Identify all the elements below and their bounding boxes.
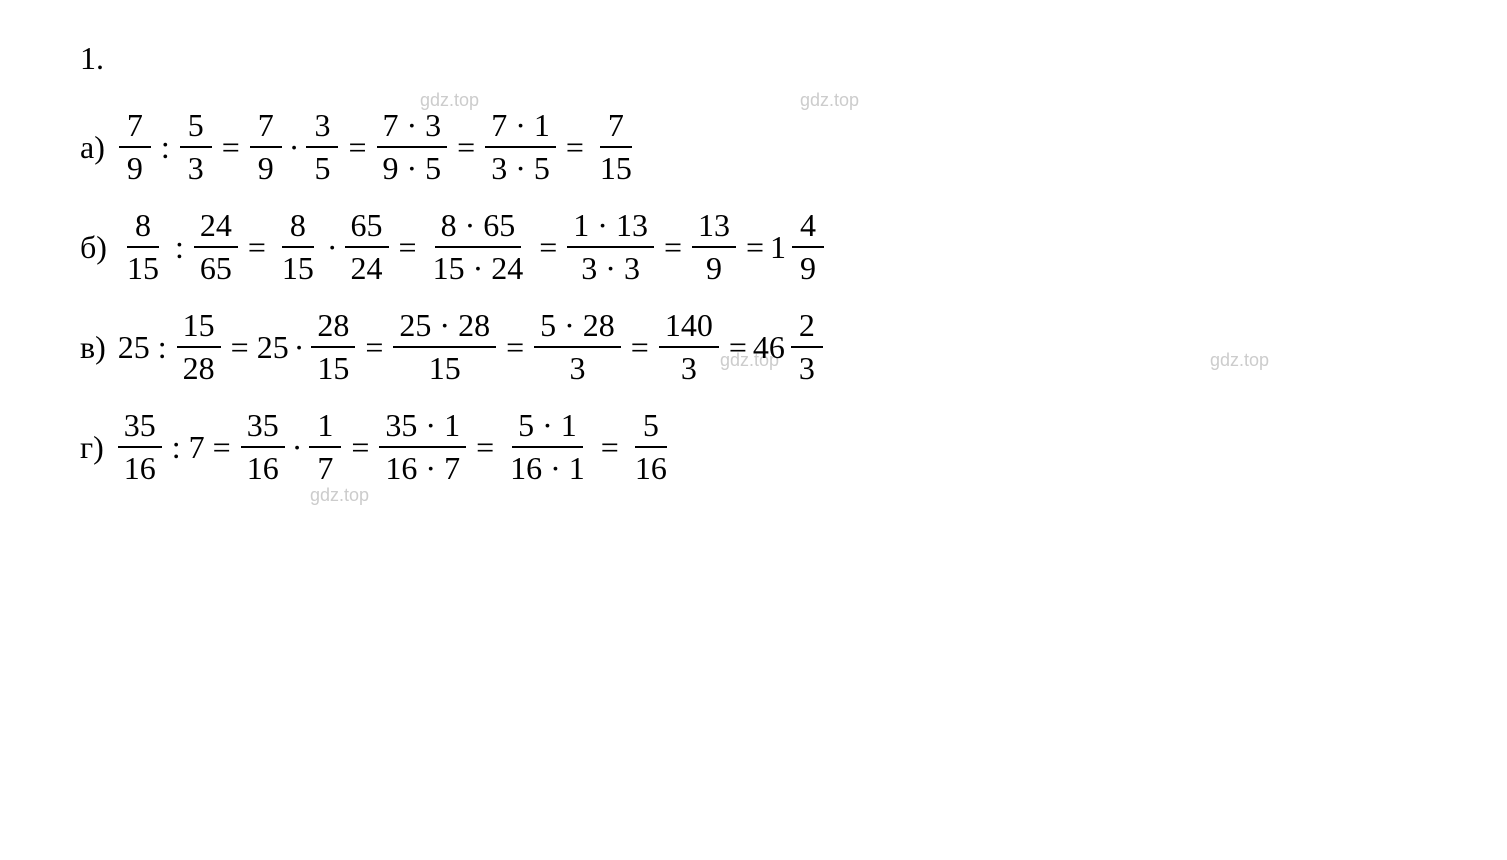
fraction: 2815: [311, 307, 355, 387]
equation-b: б) 815 : 2465 = 815 · 6524 = 8 · 6515 · …: [80, 207, 1427, 287]
fraction: 815: [276, 207, 320, 287]
fraction: 25 · 2815: [393, 307, 496, 387]
fraction: 17: [309, 407, 341, 487]
eq-op: =: [457, 129, 475, 166]
eq-op: =: [222, 129, 240, 166]
cdot-op: ·: [327, 229, 338, 266]
problem-number: 1.: [80, 40, 1427, 77]
eq-op: =: [476, 429, 494, 466]
fraction: 1403: [659, 307, 719, 387]
letter-g: г): [80, 429, 104, 466]
eq-op: =: [213, 429, 231, 466]
fraction: 79: [119, 107, 151, 187]
letter-a: а): [80, 129, 105, 166]
fraction: 3516: [118, 407, 162, 487]
fraction: 1528: [177, 307, 221, 387]
whole-number: 25: [118, 329, 150, 366]
fraction: 815: [121, 207, 165, 287]
eq-op: =: [664, 229, 682, 266]
eq-op: =: [631, 329, 649, 366]
fraction: 516: [629, 407, 673, 487]
fraction: 2465: [194, 207, 238, 287]
fraction: 7 · 39 · 5: [377, 107, 448, 187]
colon-op: :: [161, 129, 170, 166]
equation-a: а) 79 : 53 = 79 · 35 = 7 · 39 · 5 = 7 · …: [80, 107, 1427, 187]
eq-op: =: [351, 429, 369, 466]
mixed-number: 46 23: [753, 307, 827, 387]
whole-number: 7: [189, 429, 205, 466]
equation-v: в) 25 : 1528 = 25 · 2815 = 25 · 2815 = 5…: [80, 307, 1427, 387]
whole-number: 25: [257, 329, 289, 366]
fraction: 6524: [345, 207, 389, 287]
fraction: 35: [306, 107, 338, 187]
letter-b: б): [80, 229, 107, 266]
fraction: 53: [180, 107, 212, 187]
eq-op: =: [231, 329, 249, 366]
fraction: 1 · 133 · 3: [567, 207, 654, 287]
fraction: 139: [692, 207, 736, 287]
eq-op: =: [506, 329, 524, 366]
fraction: 7 · 13 · 5: [485, 107, 556, 187]
eq-op: =: [248, 229, 266, 266]
fraction: 35 · 116 · 7: [379, 407, 466, 487]
cdot-op: ·: [292, 429, 303, 466]
eq-op: =: [729, 329, 747, 366]
fraction: 79: [250, 107, 282, 187]
cdot-op: ·: [294, 329, 305, 366]
colon-op: :: [175, 229, 184, 266]
mixed-number: 1 49: [770, 207, 828, 287]
colon-op: :: [172, 429, 181, 466]
fraction: 5 · 116 · 1: [504, 407, 591, 487]
eq-op: =: [365, 329, 383, 366]
watermark-5: gdz.top: [310, 485, 369, 506]
colon-op: :: [158, 329, 167, 366]
equation-g: г) 3516 : 7 = 3516 · 17 = 35 · 116 · 7 =…: [80, 407, 1427, 487]
fraction: 8 · 6515 · 24: [427, 207, 530, 287]
eq-op: =: [539, 229, 557, 266]
eq-op: =: [399, 229, 417, 266]
eq-op: =: [746, 229, 764, 266]
fraction: 5 · 283: [534, 307, 621, 387]
letter-v: в): [80, 329, 106, 366]
eq-op: =: [566, 129, 584, 166]
math-content: gdz.top gdz.top gdz.top gdz.top gdz.top …: [80, 40, 1427, 487]
fraction: 3516: [241, 407, 285, 487]
fraction: 715: [594, 107, 638, 187]
cdot-op: ·: [289, 129, 300, 166]
eq-op: =: [348, 129, 366, 166]
eq-op: =: [601, 429, 619, 466]
